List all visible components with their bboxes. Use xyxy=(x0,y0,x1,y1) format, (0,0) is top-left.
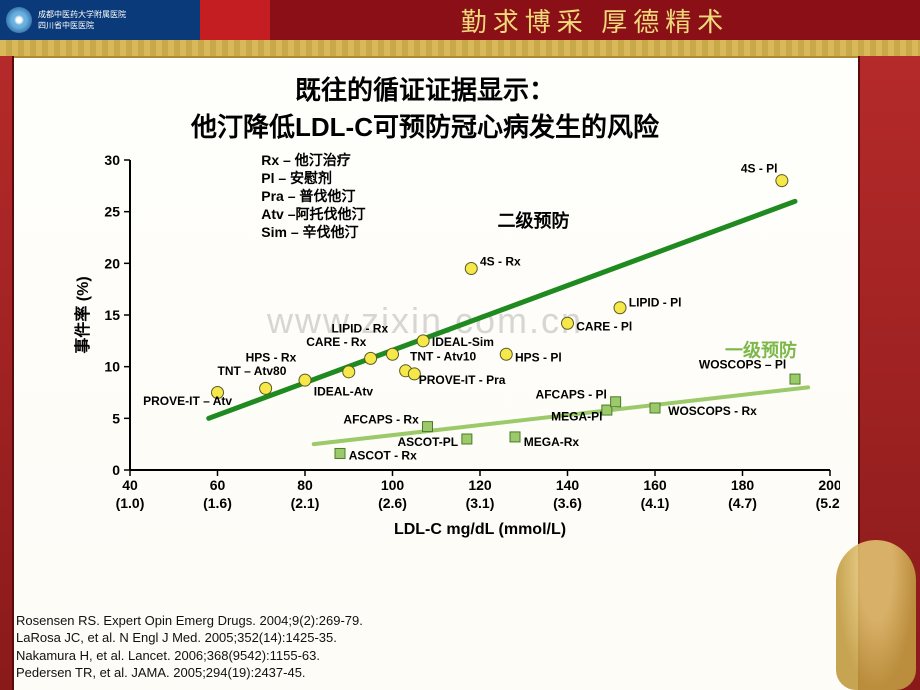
data-point xyxy=(417,335,429,347)
slide-title: 既往的循证证据显示： 他汀降低LDL-C可预防冠心病发生的风险 xyxy=(0,70,850,144)
data-point xyxy=(343,366,355,378)
scatter-chart: 0 5 10 15 20 25 30 40 (1.0) 60 (1.6) 80 (2.1) 100 (2.6… xyxy=(70,150,840,540)
x-tick-sublabel: (1.6) xyxy=(203,495,232,511)
legend-line: Atv –阿托伐他汀 xyxy=(261,206,365,222)
x-tick-label: 180 xyxy=(731,477,755,493)
data-point-label: AFCAPS - Pl xyxy=(536,388,607,402)
data-point xyxy=(790,374,800,384)
data-point-label: PROVE-IT – Atv xyxy=(143,394,232,408)
x-tick-label: 120 xyxy=(468,477,492,493)
legend-line: Sim – 辛伐他汀 xyxy=(261,224,358,240)
data-point-label: MEGA-Pl xyxy=(551,409,602,423)
x-tick-sublabel: (2.1) xyxy=(291,495,320,511)
data-point xyxy=(260,382,272,394)
reference-line: Pedersen TR, et al. JAMA. 2005;294(19):2… xyxy=(16,664,363,682)
title-line1: 既往的循证证据显示： xyxy=(0,70,850,107)
x-tick-sublabel: (3.6) xyxy=(553,495,582,511)
deco-statue-icon xyxy=(836,540,916,690)
y-tick-label: 25 xyxy=(104,204,120,220)
org-sub: 四川省中医医院 xyxy=(38,20,126,31)
gold-pattern-strip xyxy=(0,40,920,58)
data-point xyxy=(611,397,621,407)
chart-annotation: 一级预防 xyxy=(725,339,797,360)
data-point xyxy=(462,434,472,444)
data-point-label: AFCAPS - Rx xyxy=(343,413,419,427)
data-point xyxy=(650,403,660,413)
legend-line: Pl – 安慰剂 xyxy=(261,170,332,186)
data-point xyxy=(335,448,345,458)
deco-left-column xyxy=(0,56,14,690)
data-point-label: MEGA-Rx xyxy=(524,435,580,449)
data-point-label: ASCOT-PL xyxy=(397,435,458,449)
y-tick-label: 30 xyxy=(104,152,120,168)
y-tick-label: 20 xyxy=(104,255,120,271)
x-tick-sublabel: (4.7) xyxy=(728,495,757,511)
x-tick-label: 100 xyxy=(381,477,405,493)
data-point-label: CARE - Pl xyxy=(576,320,632,334)
title-line2: 他汀降低LDL-C可预防冠心病发生的风险 xyxy=(0,107,850,144)
data-point-label: ASCOT - Rx xyxy=(349,449,417,463)
x-tick-label: 200 xyxy=(818,477,840,493)
reference-line: Rosensen RS. Expert Opin Emerg Drugs. 20… xyxy=(16,612,363,630)
x-tick-label: 160 xyxy=(643,477,667,493)
legend-line: Pra – 普伐他汀 xyxy=(261,188,355,204)
y-tick-label: 5 xyxy=(112,410,120,426)
data-point xyxy=(465,263,477,275)
data-point xyxy=(562,317,574,329)
y-tick-label: 0 xyxy=(112,462,120,478)
x-tick-label: 60 xyxy=(210,477,226,493)
x-tick-sublabel: (2.6) xyxy=(378,495,407,511)
data-point xyxy=(387,348,399,360)
x-tick-label: 80 xyxy=(297,477,313,493)
data-point-label: IDEAL-Sim xyxy=(432,335,494,349)
data-point-label: 4S - Pl xyxy=(741,161,778,175)
x-tick-sublabel: (1.0) xyxy=(116,495,145,511)
org-name: 成都中医药大学附属医院 xyxy=(38,9,126,20)
reference-line: Nakamura H, et al. Lancet. 2006;368(9542… xyxy=(16,647,363,665)
y-tick-label: 10 xyxy=(104,359,120,375)
x-tick-sublabel: (3.1) xyxy=(466,495,495,511)
org-logo-icon xyxy=(6,7,32,33)
data-point-label: LIPID - Pl xyxy=(629,296,682,310)
y-tick-label: 15 xyxy=(104,307,120,323)
legend-line: Rx – 他汀治疗 xyxy=(261,152,350,168)
data-point xyxy=(365,352,377,364)
data-point xyxy=(423,422,433,432)
x-tick-sublabel: (5.2) xyxy=(816,495,840,511)
data-point-label: LIPID - Rx xyxy=(331,322,388,336)
data-point-label: WOSCOPS - Rx xyxy=(668,404,757,418)
reference-line: LaRosa JC, et al. N Engl J Med. 2005;352… xyxy=(16,629,363,647)
data-point-label: PROVE-IT - Pra xyxy=(419,373,506,387)
data-point xyxy=(510,432,520,442)
x-tick-sublabel: (4.1) xyxy=(641,495,670,511)
data-point-label: TNT – Atv80 xyxy=(218,364,287,378)
banner-slogan: 勤求博采 厚德精术 xyxy=(270,0,920,40)
x-tick-label: 140 xyxy=(556,477,580,493)
data-point-label: IDEAL-Atv xyxy=(314,385,374,399)
references: Rosensen RS. Expert Opin Emerg Drugs. 20… xyxy=(16,612,363,682)
chart-annotation: 二级预防 xyxy=(498,210,570,231)
banner-accent xyxy=(200,0,270,40)
top-banner: 成都中医药大学附属医院 四川省中医医院 勤求博采 厚德精术 xyxy=(0,0,920,40)
banner-org: 成都中医药大学附属医院 四川省中医医院 xyxy=(0,0,200,40)
data-point-label: HPS - Pl xyxy=(515,351,562,365)
data-point-label: TNT - Atv10 xyxy=(410,349,477,363)
x-tick-label: 40 xyxy=(122,477,138,493)
data-point-label: CARE - Rx xyxy=(306,335,366,349)
slide-page: 成都中医药大学附属医院 四川省中医医院 勤求博采 厚德精术 既往的循证证据显示：… xyxy=(0,0,920,690)
y-axis-label: 事件率 (%) xyxy=(73,276,92,353)
data-point xyxy=(614,302,626,314)
data-point-label: 4S - Rx xyxy=(480,254,521,268)
data-point xyxy=(299,374,311,386)
data-point xyxy=(500,348,512,360)
data-point xyxy=(776,175,788,187)
x-axis-label: LDL-C mg/dL (mmol/L) xyxy=(394,521,566,538)
data-point-label: HPS - Rx xyxy=(246,351,297,365)
